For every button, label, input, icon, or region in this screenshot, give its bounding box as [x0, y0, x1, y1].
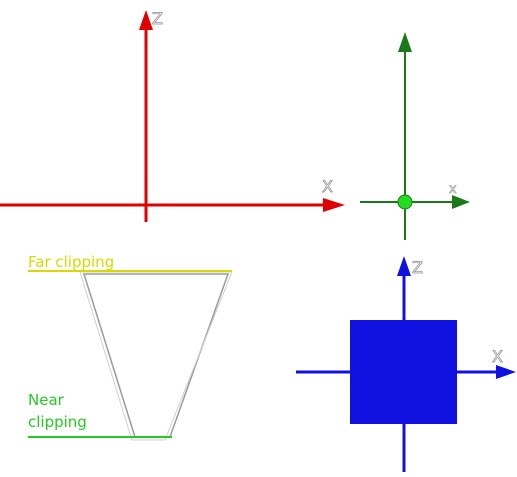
red-z-arrowhead — [139, 10, 153, 30]
frustum-outline-inner — [79, 271, 233, 441]
green-origin-dot — [397, 194, 413, 210]
red-z-label: Z — [152, 9, 163, 28]
green-x-arrowhead — [452, 195, 470, 209]
blue-x-arrowhead — [496, 365, 516, 379]
blue-axes: Z X — [296, 256, 516, 472]
blue-x-label: X — [492, 347, 503, 366]
green-x-label: x — [449, 182, 457, 197]
blue-z-label: Z — [412, 258, 423, 277]
green-axes: x — [360, 32, 470, 240]
frustum: Far clipping Near clipping — [28, 253, 233, 441]
blue-z-arrowhead — [397, 256, 411, 276]
far-clipping-label: Far clipping — [28, 253, 114, 271]
green-vertical-arrowhead — [398, 32, 412, 52]
blue-square — [350, 320, 457, 424]
red-x-label: X — [322, 177, 333, 196]
red-axes: Z X — [0, 9, 345, 222]
red-x-arrowhead — [323, 198, 345, 212]
near-clipping-label-line1: Near — [28, 391, 65, 409]
near-clipping-label-line2: clipping — [28, 413, 87, 431]
